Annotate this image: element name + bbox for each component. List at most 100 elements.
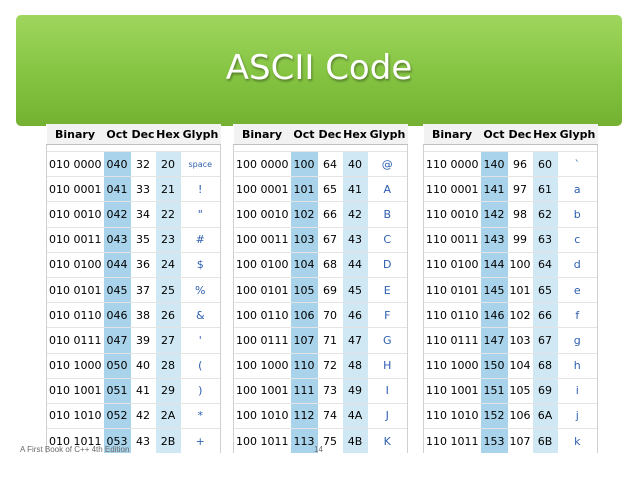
dec-cell: 69 xyxy=(317,276,343,303)
oct-cell: 145 xyxy=(480,276,508,303)
hex-cell: 2A xyxy=(155,402,181,429)
slide-title: ASCII Code xyxy=(225,48,413,88)
dec-cell: 65 xyxy=(317,176,343,202)
spacer-cell xyxy=(367,144,408,152)
oct-cell: 102 xyxy=(290,201,318,228)
hex-cell: 62 xyxy=(532,201,558,228)
column-header-binary: Binary xyxy=(46,124,104,145)
column-header-dec: Dec xyxy=(507,124,533,145)
table-row: 100 0011 103 67 43 C xyxy=(233,226,408,253)
table-row: 010 0111 047 39 27 ' xyxy=(46,327,221,353)
dec-cell: 67 xyxy=(317,226,343,253)
hex-cell: 44 xyxy=(342,251,368,278)
spacer-cell xyxy=(508,145,533,152)
oct-cell: 152 xyxy=(480,402,508,429)
hex-cell: 46 xyxy=(342,302,368,328)
dec-cell: 72 xyxy=(317,352,343,379)
dec-cell: 75 xyxy=(317,428,343,454)
glyph-cell: + xyxy=(180,428,221,454)
column-header-hex: Hex xyxy=(155,124,181,145)
binary-cell: 010 0110 xyxy=(46,302,104,328)
title-banner xyxy=(16,15,622,126)
dec-cell: 103 xyxy=(507,327,533,353)
glyph-cell: g xyxy=(557,327,598,353)
spacer-cell xyxy=(481,145,508,152)
oct-cell: 047 xyxy=(103,327,131,353)
table-row: 110 0101 145 101 65 e xyxy=(423,276,598,303)
column-header-glyph: Glyph xyxy=(367,124,408,145)
binary-cell: 110 1011 xyxy=(423,428,481,454)
hex-cell: 22 xyxy=(155,201,181,228)
hex-cell: 47 xyxy=(342,327,368,353)
hex-cell: 67 xyxy=(532,327,558,353)
hex-cell: 66 xyxy=(532,302,558,328)
oct-cell: 146 xyxy=(480,302,508,328)
dec-cell: 70 xyxy=(317,302,343,328)
oct-cell: 103 xyxy=(290,226,318,253)
dec-cell: 99 xyxy=(507,226,533,253)
hex-cell: 61 xyxy=(532,176,558,202)
binary-cell: 010 1010 xyxy=(46,402,104,429)
table-row: 100 1000 110 72 48 H xyxy=(233,352,408,379)
glyph-cell: # xyxy=(180,226,221,253)
table-row: 110 1000 150 104 68 h xyxy=(423,352,598,379)
spacer-cell xyxy=(46,144,104,152)
table-row: 100 0010 102 66 42 B xyxy=(233,201,408,228)
table-row: 100 0110 106 70 46 F xyxy=(233,302,408,328)
table-row: 100 0101 105 69 45 E xyxy=(233,276,408,303)
table-row: 010 0001 041 33 21! xyxy=(46,176,221,202)
glyph-cell: % xyxy=(180,276,221,303)
binary-cell: 110 1000 xyxy=(423,352,481,379)
oct-cell: 104 xyxy=(290,251,318,278)
table-row: 110 1010 152 106 6A j xyxy=(423,402,598,429)
oct-cell: 140 xyxy=(480,150,508,177)
hex-cell: 49 xyxy=(342,377,368,404)
table-row: 110 0010 142 98 62 b xyxy=(423,201,598,228)
hex-cell: 6A xyxy=(532,402,558,429)
page-number: 14 xyxy=(314,445,323,454)
binary-cell: 010 0111 xyxy=(46,327,104,353)
table-row: 010 0110 046 38 26 & xyxy=(46,302,221,328)
oct-cell: 101 xyxy=(290,176,318,202)
glyph-cell: I xyxy=(367,377,408,404)
table-row: 100 0111 107 71 47 G xyxy=(233,327,408,353)
ascii-table-3: Binary Oct Dec Hex Glyph 110 0000 140 96 60… xyxy=(423,124,598,454)
hex-cell: 65 xyxy=(532,276,558,303)
oct-cell: 153 xyxy=(480,428,508,454)
table-row: 110 1011 153 107 6B k xyxy=(423,428,598,454)
dec-cell: 35 xyxy=(130,226,156,253)
oct-cell: 142 xyxy=(480,201,508,228)
spacer-cell xyxy=(423,144,481,152)
dec-cell: 106 xyxy=(507,402,533,429)
table-row: 100 1010 112 74 4A J xyxy=(233,402,408,429)
table-row: 110 0110 146 102 66 f xyxy=(423,302,598,328)
table-row: 110 0111 147 103 67 g xyxy=(423,327,598,353)
ascii-table-2: Binary Oct Dec Hex Glyph 100 0000 100 64 40… xyxy=(233,124,408,454)
oct-cell: 107 xyxy=(290,327,318,353)
dec-cell: 73 xyxy=(317,377,343,404)
dec-cell: 64 xyxy=(317,150,343,177)
oct-cell: 045 xyxy=(103,276,131,303)
binary-cell: 010 1000 xyxy=(46,352,104,379)
spacer-cell xyxy=(533,145,558,152)
spacer-cell xyxy=(557,144,598,152)
dec-cell: 104 xyxy=(507,352,533,379)
column-header-binary: Binary xyxy=(423,124,481,145)
binary-cell: 010 1001 xyxy=(46,377,104,404)
oct-cell: 141 xyxy=(480,176,508,202)
binary-cell: 100 0000 xyxy=(233,150,291,177)
binary-cell: 100 0111 xyxy=(233,327,291,353)
binary-cell: 100 0110 xyxy=(233,302,291,328)
binary-cell: 100 0010 xyxy=(233,201,291,228)
hex-cell: 27 xyxy=(155,327,181,353)
dec-cell: 43 xyxy=(130,428,156,454)
binary-cell: 110 0011 xyxy=(423,226,481,253)
binary-cell: 010 0101 xyxy=(46,276,104,303)
dec-cell: 102 xyxy=(507,302,533,328)
spacer-cell xyxy=(104,145,131,152)
dec-cell: 36 xyxy=(130,251,156,278)
dec-cell: 38 xyxy=(130,302,156,328)
glyph-cell: & xyxy=(180,302,221,328)
hex-cell: 24 xyxy=(155,251,181,278)
oct-cell: 043 xyxy=(103,226,131,253)
